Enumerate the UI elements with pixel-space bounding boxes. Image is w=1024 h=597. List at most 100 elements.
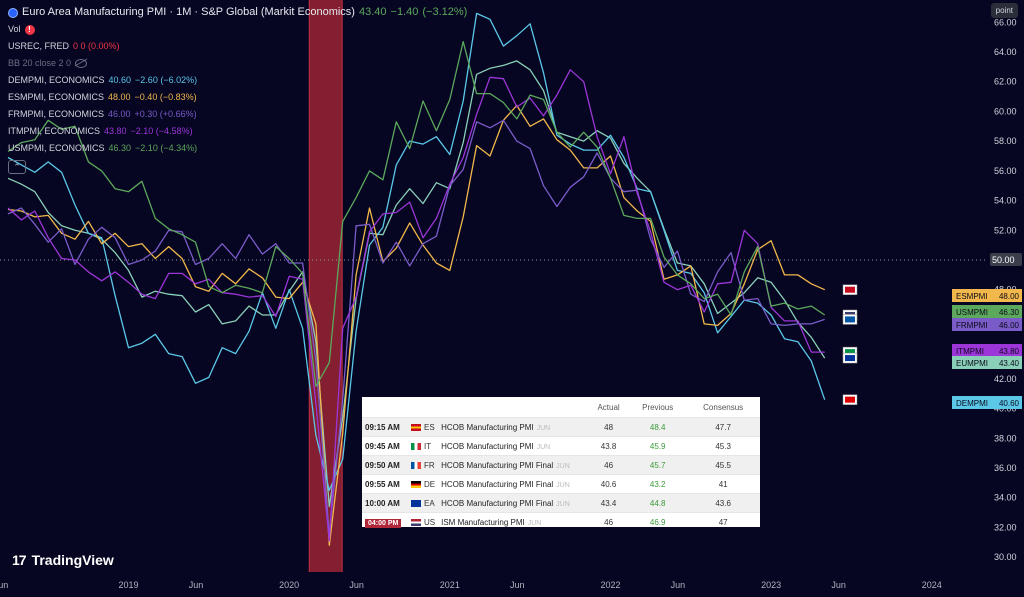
series-line-usmpmi bbox=[7, 40, 826, 387]
event-actual: 48 bbox=[588, 417, 630, 437]
event-previous: 45.9 bbox=[629, 436, 687, 456]
tradingview-logo: 17 TradingView bbox=[12, 552, 114, 568]
x-tick-label: 2023 bbox=[761, 580, 781, 590]
reference-line-label: 50.00 bbox=[992, 255, 1015, 265]
event-name: HCOB Manufacturing PMI bbox=[441, 441, 534, 451]
legend-series-label: USMPMI, ECONOMICS bbox=[8, 143, 105, 153]
point-button[interactable]: point bbox=[990, 3, 1018, 18]
event-country: EA bbox=[424, 498, 435, 508]
symbol-change-pct: (−3.12%) bbox=[422, 6, 468, 18]
chart-legend: Euro Area Manufacturing PMI · 1M · S&P G… bbox=[8, 4, 467, 174]
right-label-value: 43.40 bbox=[999, 359, 1020, 368]
vol-label: Vol bbox=[8, 24, 21, 34]
flag-fr-icon bbox=[411, 461, 421, 469]
col-previous: Previous bbox=[642, 402, 674, 412]
event-time: 09:45 AM bbox=[365, 441, 400, 451]
symbol-change: −1.40 bbox=[390, 6, 419, 18]
calendar-row[interactable]: 09:50 AM FR HCOB Manufacturing PMI Final JU… bbox=[362, 455, 760, 475]
event-ref: JUN bbox=[536, 424, 551, 432]
right-label-bg bbox=[952, 318, 1022, 331]
right-label-value: 43.80 bbox=[999, 347, 1020, 356]
legend-series-row[interactable]: ESMPMI, ECONOMICS 48.00 −0.40 (−0.83%) bbox=[8, 89, 467, 106]
event-actual: 43.4 bbox=[588, 493, 630, 513]
flag-marker-fill bbox=[845, 355, 855, 362]
legend-series-change: −2.60 (−6.02%) bbox=[135, 75, 198, 85]
legend-series-label: FRMPMI, ECONOMICS bbox=[8, 109, 104, 119]
series-line-esmpmi bbox=[7, 104, 825, 546]
legend-series-change: −2.10 (−4.34%) bbox=[135, 143, 198, 153]
legend-series-row[interactable]: ITMPMI, ECONOMICS 43.80 −2.10 (−4.58%) bbox=[8, 123, 467, 140]
event-time: 09:15 AM bbox=[365, 422, 400, 432]
y-tick-label: 32.00 bbox=[994, 522, 1017, 532]
x-tick-label: Jun bbox=[349, 580, 364, 590]
event-time: 09:50 AM bbox=[365, 460, 400, 470]
event-previous: 44.8 bbox=[629, 493, 687, 513]
legend-series-value: 40.60 bbox=[108, 75, 132, 85]
flag-us-icon bbox=[411, 518, 421, 526]
flag-es-icon bbox=[411, 423, 421, 431]
flag-marker-fill bbox=[845, 316, 855, 323]
usrec-values: 0 0 (0.00%) bbox=[73, 41, 120, 51]
right-label-value: 40.60 bbox=[999, 399, 1020, 408]
col-consensus: Consensus bbox=[703, 402, 744, 412]
x-tick-label: un bbox=[0, 580, 8, 590]
calendar-row[interactable]: 09:15 AM ES HCOB Manufacturing PMI JUN 48 48.… bbox=[362, 417, 760, 437]
event-country: US bbox=[424, 517, 436, 527]
eye-off-icon[interactable] bbox=[75, 59, 88, 68]
y-tick-label: 64.00 bbox=[994, 47, 1017, 57]
col-actual: Actual bbox=[597, 402, 620, 412]
y-tick-label: 52.00 bbox=[994, 225, 1017, 235]
legend-series-row[interactable]: FRMPMI, ECONOMICS 46.00 +0.30 (+0.66%) bbox=[8, 106, 467, 123]
usrec-row[interactable]: USREC, FRED 0 0 (0.00%) bbox=[8, 38, 467, 55]
event-consensus: 47.7 bbox=[686, 417, 760, 437]
flag-it-icon bbox=[411, 442, 421, 450]
symbol-title[interactable]: Euro Area Manufacturing PMI · 1M · S&P G… bbox=[22, 6, 355, 18]
right-label-name: EUMPMI bbox=[956, 359, 988, 368]
right-label-bg bbox=[952, 396, 1022, 409]
right-label-name: USMPMI bbox=[956, 308, 988, 317]
event-ref: JUN bbox=[556, 481, 570, 489]
legend-series-label: ITMPMI, ECONOMICS bbox=[8, 126, 100, 136]
calendar-row[interactable]: 09:45 AM IT HCOB Manufacturing PMI JUN 43.8 4… bbox=[362, 436, 760, 456]
bb-row[interactable]: BB 20 close 2 0 bbox=[8, 55, 467, 72]
event-country: DE bbox=[424, 479, 436, 489]
right-label-bg bbox=[952, 289, 1022, 302]
event-previous: 46.9 bbox=[629, 512, 687, 531]
series-line-frmpmi bbox=[7, 119, 825, 536]
event-name: HCOB Manufacturing PMI Final bbox=[441, 498, 554, 508]
flag-ea-icon bbox=[411, 499, 421, 507]
calendar-row[interactable]: 04:00 PM US ISM Manufacturing PMI JUN 46 46.9… bbox=[362, 512, 760, 531]
series-line-dempmi bbox=[7, 12, 826, 491]
legend-series-change: −0.40 (−0.83%) bbox=[134, 92, 197, 102]
event-ref: JUN bbox=[527, 519, 542, 527]
warning-icon[interactable]: ! bbox=[24, 24, 35, 35]
event-time: 04:00 PM bbox=[365, 518, 402, 528]
collapse-legend-button[interactable]: ⌃ bbox=[8, 160, 26, 174]
right-label-name: DEMPMI bbox=[956, 399, 988, 408]
series-line-itmpmi bbox=[7, 69, 825, 542]
y-tick-label: 58.00 bbox=[994, 136, 1017, 146]
tradingview-mark: 17 bbox=[12, 552, 27, 568]
y-tick-label: 62.00 bbox=[994, 77, 1017, 87]
y-tick-label: 30.00 bbox=[994, 552, 1017, 562]
x-tick-label: Jun bbox=[510, 580, 525, 590]
event-name: ISM Manufacturing PMI bbox=[441, 517, 525, 527]
vol-row[interactable]: Vol ! bbox=[8, 21, 467, 38]
event-actual: 40.6 bbox=[588, 474, 630, 494]
y-tick-label: 36.00 bbox=[994, 463, 1017, 473]
calendar-row[interactable]: 10:00 AM EA HCOB Manufacturing PMI Final JU… bbox=[362, 493, 760, 513]
event-ref: JUN bbox=[556, 500, 570, 508]
y-tick-label: 38.00 bbox=[994, 433, 1017, 443]
x-tick-label: Jun bbox=[831, 580, 846, 590]
tradingview-wordmark: TradingView bbox=[31, 552, 114, 568]
legend-series-row[interactable]: USMPMI, ECONOMICS 46.30 −2.10 (−4.34%) bbox=[8, 140, 467, 157]
y-tick-label: 60.00 bbox=[994, 106, 1017, 116]
calendar-row[interactable]: 09:55 AM DE HCOB Manufacturing PMI Final JU… bbox=[362, 474, 760, 494]
legend-series-row[interactable]: DEMPMI, ECONOMICS 40.60 −2.60 (−6.02%) bbox=[8, 72, 467, 89]
event-country: IT bbox=[424, 441, 432, 451]
x-tick-label: 2022 bbox=[600, 580, 620, 590]
y-tick-label: 34.00 bbox=[994, 493, 1017, 503]
y-tick-label: 56.00 bbox=[994, 166, 1017, 176]
y-tick-label: 66.00 bbox=[994, 17, 1017, 27]
